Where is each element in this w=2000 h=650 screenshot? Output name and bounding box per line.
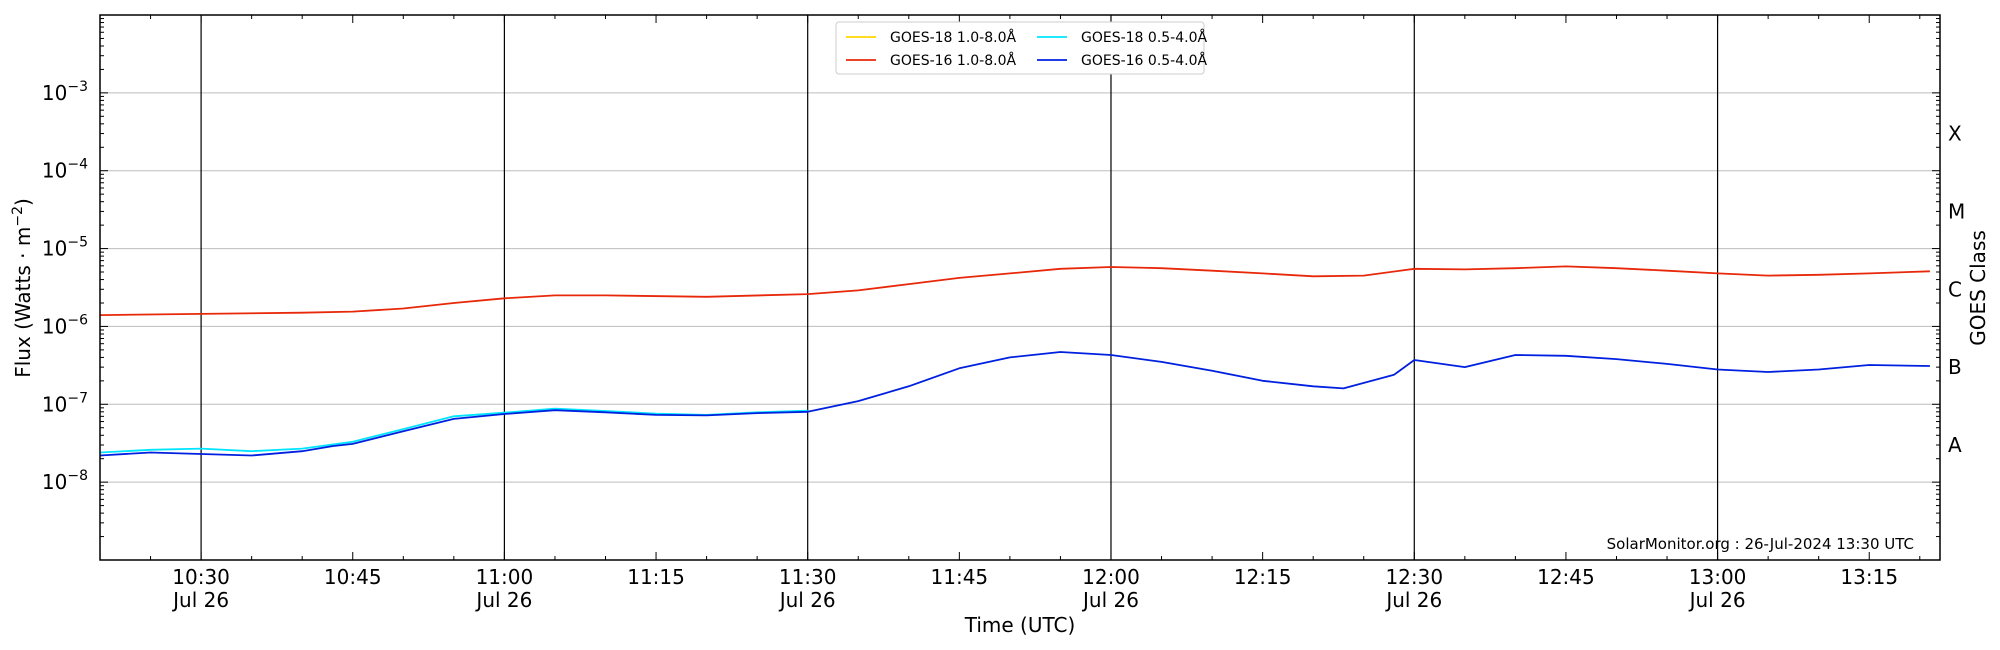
- goes-class-label: C: [1948, 277, 1962, 301]
- x-tick-time: 12:15: [1234, 565, 1292, 589]
- goes-class-label: M: [1948, 199, 1965, 223]
- y-tick-base: 10: [42, 237, 67, 261]
- x-tick-date: Jul 26: [171, 588, 229, 612]
- legend-label: GOES-18 0.5-4.0Å: [1081, 29, 1207, 46]
- y-tick-base: 10: [42, 314, 67, 338]
- y-tick-base: 10: [42, 159, 67, 183]
- credit-text: SolarMonitor.org : 26-Jul-2024 13:30 UTC: [1607, 535, 1914, 553]
- legend-label: GOES-18 1.0-8.0Å: [890, 29, 1016, 46]
- y-tick-base: 10: [42, 470, 67, 494]
- y-tick-label: 10−4: [42, 157, 88, 183]
- series-line-1: [99, 265, 1930, 316]
- y-tick-label: 10−7: [42, 390, 88, 416]
- x-tick-time: 13:00: [1689, 565, 1747, 589]
- y-tick-label: 10−8: [42, 468, 88, 494]
- x-tick-time: 12:45: [1537, 565, 1595, 589]
- y-axis-title-sup: −2: [10, 206, 26, 227]
- x-tick-date: Jul 26: [1688, 588, 1746, 612]
- legend-entries: GOES-18 1.0-8.0Å GOES-16 1.0-8.0Å GOES-18 …: [846, 29, 1207, 69]
- y-tick-label: 10−3: [42, 79, 88, 105]
- x-axis-title: Time (UTC): [964, 613, 1076, 637]
- flux-series: [99, 265, 1930, 457]
- legend: GOES-18 1.0-8.0Å GOES-16 1.0-8.0Å GOES-18 …: [835, 21, 1207, 75]
- goes-class-labels: A B C M X: [1948, 122, 1965, 457]
- y-axis-title-close: ): [11, 198, 35, 206]
- y-axis-title-main: Flux (Watts · m: [11, 227, 35, 378]
- goes-class-label: X: [1948, 122, 1962, 146]
- y-tick-base: 10: [42, 81, 67, 105]
- legend-box: [835, 21, 1205, 75]
- x-tick-date: Jul 26: [1384, 588, 1442, 612]
- x-tick-time: 11:45: [931, 565, 989, 589]
- x-tick-date: Jul 26: [1081, 588, 1139, 612]
- x-tick-date: Jul 26: [778, 588, 836, 612]
- y-tick-labels: 10−810−710−610−510−410−3: [42, 79, 88, 494]
- y-tick-label: 10−6: [42, 312, 88, 338]
- y-tick-exp: −3: [67, 79, 88, 95]
- legend-label: GOES-16 1.0-8.0Å: [890, 52, 1016, 69]
- y-tick-exp: −5: [67, 235, 88, 251]
- x-tick-time: 13:15: [1840, 565, 1898, 589]
- gridlines: [100, 92, 1940, 483]
- x-tick-time: 10:45: [324, 565, 382, 589]
- y-tick-exp: −7: [67, 390, 88, 406]
- goes-class-label: A: [1948, 433, 1962, 457]
- plot-frame: [99, 14, 1941, 561]
- y-axis-title: Flux (Watts · m−2): [10, 198, 35, 378]
- x-tick-time: 11:00: [476, 565, 534, 589]
- x-tick-time: 12:30: [1385, 565, 1443, 589]
- y-tick-base: 10: [42, 392, 67, 416]
- goes-class-label: B: [1948, 355, 1962, 379]
- series-line-3: [99, 351, 1930, 457]
- legend-label: GOES-16 0.5-4.0Å: [1081, 52, 1207, 69]
- x-tick-time: 12:00: [1082, 565, 1140, 589]
- y-tick-exp: −6: [67, 312, 88, 328]
- y-tick-exp: −4: [67, 157, 88, 173]
- y-tick-label: 10−5: [42, 235, 88, 261]
- x-tick-time: 11:30: [779, 565, 837, 589]
- x-tick-time: 11:15: [627, 565, 685, 589]
- x-tick-time: 10:30: [172, 565, 230, 589]
- x-tick-date: Jul 26: [474, 588, 532, 612]
- axis-ticks: [99, 15, 1940, 561]
- y2-axis-title: GOES Class: [1966, 230, 1990, 346]
- y-tick-exp: −8: [67, 468, 88, 484]
- half-hour-lines: [200, 15, 1719, 560]
